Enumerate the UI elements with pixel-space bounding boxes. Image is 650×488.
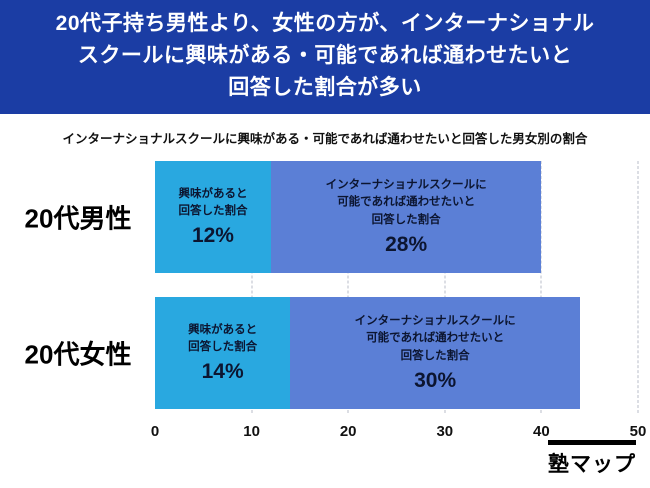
segment-label: 可能であれば通わせたいと: [366, 332, 505, 345]
gridline-30: [444, 161, 446, 413]
segment-label: 回答した割合: [400, 349, 470, 362]
banner-title-line-3: 回答した割合が多い: [228, 75, 422, 99]
segment-value: 14%: [201, 360, 244, 384]
row-label-male: 20代男性: [24, 203, 132, 234]
bar-row-male: 20代男性 興味があると 回答した割合 12% インターナショナルスクールに 可…: [25, 161, 638, 273]
segment-label: インターナショナルスクールに: [354, 315, 516, 328]
x-tick-10: 10: [243, 423, 260, 440]
bar-segment-male-interest: 興味があると 回答した割合 12%: [155, 161, 271, 273]
segment-value: 28%: [385, 232, 428, 256]
bar-segment-male-possible: インターナショナルスクールに 可能であれば通わせたいと 回答した割合 28%: [270, 161, 542, 273]
gridline-40: [540, 161, 542, 413]
bar-row-female: 20代女性 興味があると 回答した割合 14% インターナショナルスクールに 可…: [25, 297, 638, 409]
title-banner: 20代子持ち男性より、女性の方が、インターナショナル スクールに興味がある・可能…: [0, 0, 650, 114]
bar-female: 興味があると 回答した割合 14% インターナショナルスクールに 可能であれば通…: [155, 297, 638, 409]
segment-label: 回答した割合: [188, 341, 258, 353]
gridline-50: [637, 161, 639, 413]
banner-title-line-1: 20代子持ち男性より、女性の方が、インターナショナル: [55, 12, 595, 36]
jukumap-logo: 塾マップ: [548, 440, 636, 478]
row-label-female: 20代女性: [24, 339, 132, 370]
segment-value: 12%: [191, 224, 234, 248]
stacked-bar-chart: 20代男性 興味があると 回答した割合 12% インターナショナルスクールに 可…: [0, 161, 650, 461]
gridline-20: [347, 161, 349, 413]
segment-value: 30%: [414, 368, 457, 392]
x-tick-40: 40: [533, 423, 550, 440]
segment-label: 興味があると: [178, 187, 248, 200]
x-tick-30: 30: [436, 423, 454, 440]
chart-subtitle: インターナショナルスクールに興味がある・可能であれば通わせたいと回答した男女別の…: [62, 132, 588, 146]
x-tick-50: 50: [629, 423, 647, 440]
banner-title-line-2: スクールに興味がある・可能であれば通わせたいと: [77, 44, 573, 68]
segment-label: 可能であれば通わせたいと: [337, 196, 476, 209]
segment-label: インターナショナルスクールに: [325, 179, 487, 192]
segment-label: 回答した割合: [371, 213, 441, 226]
gridline-10: [251, 161, 253, 413]
segment-label: 回答した割合: [178, 205, 248, 217]
bar-segment-female-interest: 興味があると 回答した割合 14%: [155, 297, 291, 409]
gridlines: [155, 161, 639, 413]
x-tick-20: 20: [339, 423, 357, 440]
bar-segment-female-possible: インターナショナルスクールに 可能であれば通わせたいと 回答した割合 30%: [290, 297, 581, 409]
x-tick-0: 0: [150, 423, 160, 440]
x-axis: 0 10 20 30 40 50: [151, 423, 647, 447]
bar-male: 興味があると 回答した割合 12% インターナショナルスクールに 可能であれば通…: [155, 161, 638, 273]
plot-area: 20代男性 興味があると 回答した割合 12% インターナショナルスクールに 可…: [25, 161, 639, 413]
segment-label: 興味があると: [188, 323, 258, 336]
